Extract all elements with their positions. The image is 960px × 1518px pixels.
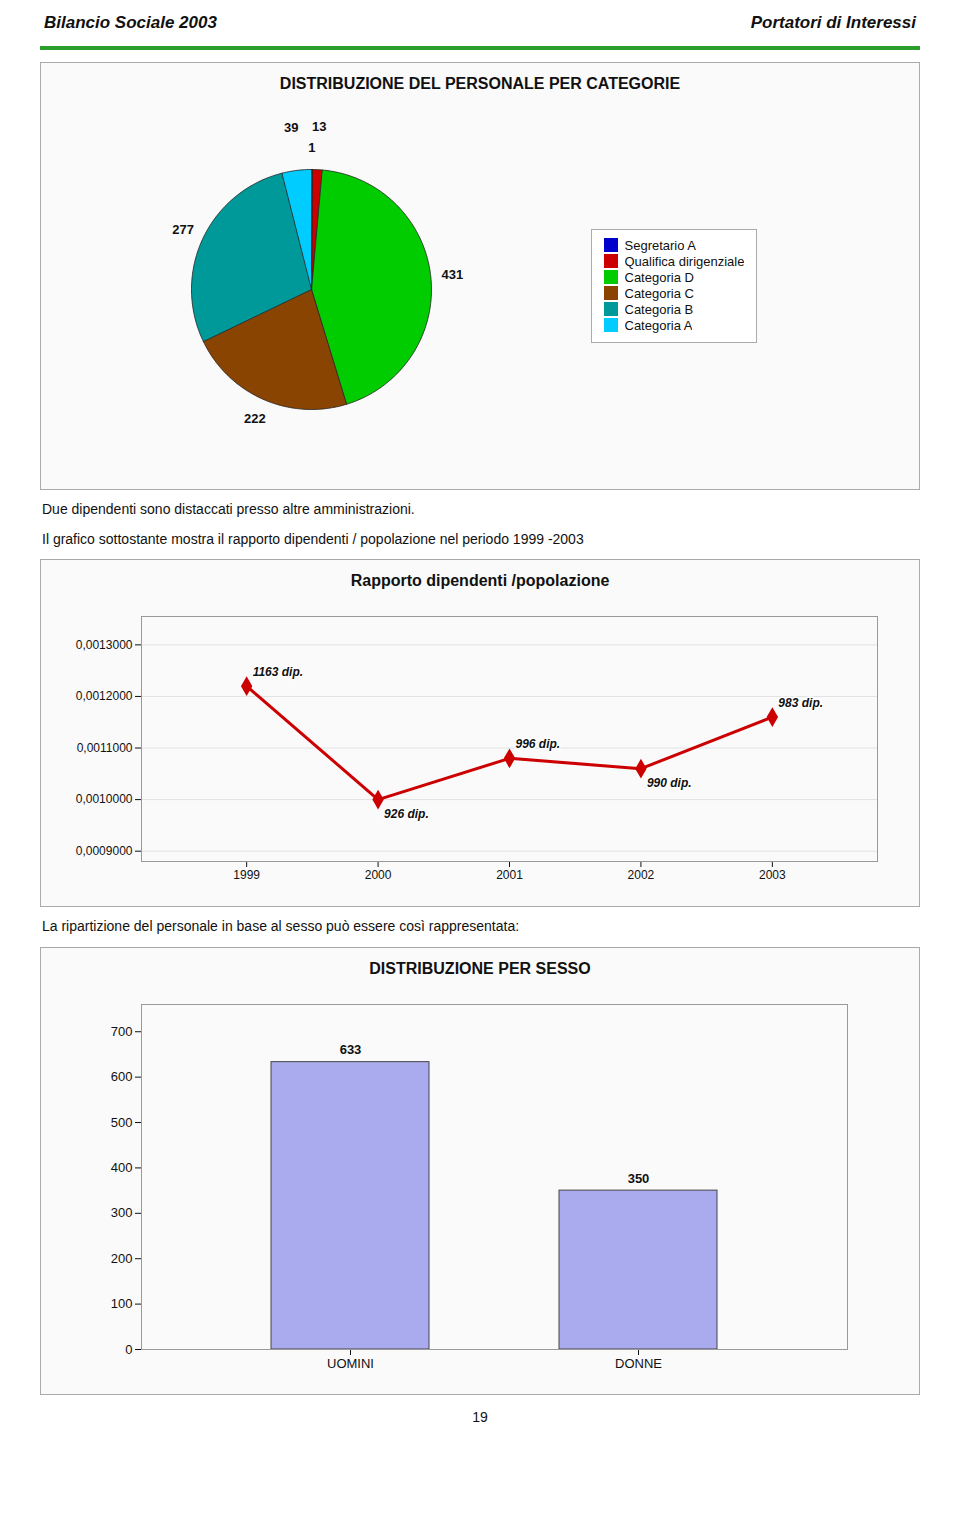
html-text:DISTRIBUZIONE PER SESSO: DISTRIBUZIONE PER SESSO <box>369 959 591 977</box>
svg-text:2003: 2003 <box>759 868 786 882</box>
svg-text:983 dip.: 983 dip. <box>778 696 823 710</box>
svg-text:2000: 2000 <box>365 868 392 882</box>
html-text:Bilancio Sociale 2003: Bilancio Sociale 2003 <box>44 13 217 32</box>
svg-text:400: 400 <box>111 1160 133 1175</box>
html-text:Categoria C: Categoria C <box>624 285 694 301</box>
svg-text:633: 633 <box>340 1042 362 1057</box>
svg-text:0,0011000: 0,0011000 <box>77 741 133 755</box>
svg-text:996 dip.: 996 dip. <box>516 738 561 752</box>
html-text:Due dipendenti sono distaccati: Due dipendenti sono distaccati presso al… <box>42 501 415 517</box>
svg-text:0,0009000: 0,0009000 <box>76 844 133 858</box>
svg-text:300: 300 <box>111 1205 133 1220</box>
html-text:Categoria D: Categoria D <box>624 269 694 285</box>
svg-text:2002: 2002 <box>628 868 655 882</box>
svg-text:222: 222 <box>244 411 266 426</box>
svg-text:UOMINI: UOMINI <box>327 1356 374 1371</box>
svg-text:700: 700 <box>111 1024 133 1039</box>
svg-text:1999: 1999 <box>233 868 260 882</box>
html-text:Il grafico sottostante mostra: Il grafico sottostante mostra il rapport… <box>42 530 584 547</box>
html-text:Qualifica dirigenziale: Qualifica dirigenziale <box>624 253 745 269</box>
html-text:Rapporto dipendenti /popolazio: Rapporto dipendenti /popolazione <box>350 572 610 590</box>
svg-text:431: 431 <box>441 267 463 282</box>
svg-text:13: 13 <box>312 119 326 134</box>
svg-text:926 dip.: 926 dip. <box>384 807 429 821</box>
svg-text:600: 600 <box>111 1069 133 1084</box>
svg-text:1: 1 <box>308 140 315 155</box>
html-text:Segretario A: Segretario A <box>624 237 696 253</box>
html-text:DISTRIBUZIONE DEL PERSONALE PE: DISTRIBUZIONE DEL PERSONALE PER CATEGORI… <box>279 75 681 92</box>
svg-text:1163 dip.: 1163 dip. <box>253 665 303 679</box>
html-text:19: 19 <box>472 1408 488 1425</box>
html-text:Categoria B: Categoria B <box>624 301 694 317</box>
svg-text:500: 500 <box>111 1114 133 1129</box>
svg-text:350: 350 <box>628 1170 650 1185</box>
html-text:Portatori di Interessi: Portatori di Interessi <box>750 13 916 32</box>
svg-text:39: 39 <box>284 120 298 135</box>
svg-text:0,0010000: 0,0010000 <box>76 793 133 807</box>
svg-text:990 dip.: 990 dip. <box>647 776 692 790</box>
svg-text:DONNE: DONNE <box>615 1356 662 1371</box>
html-text:La ripartizione del personale: La ripartizione del personale in base al… <box>42 918 520 935</box>
svg-text:0,0012000: 0,0012000 <box>76 689 133 703</box>
svg-text:2001: 2001 <box>496 868 523 882</box>
svg-text:0,0013000: 0,0013000 <box>76 638 133 652</box>
svg-text:277: 277 <box>172 222 194 237</box>
svg-text:200: 200 <box>111 1251 133 1266</box>
html-text:Categoria A: Categoria A <box>624 317 693 333</box>
svg-text:0: 0 <box>125 1341 132 1356</box>
svg-text:100: 100 <box>111 1296 133 1311</box>
